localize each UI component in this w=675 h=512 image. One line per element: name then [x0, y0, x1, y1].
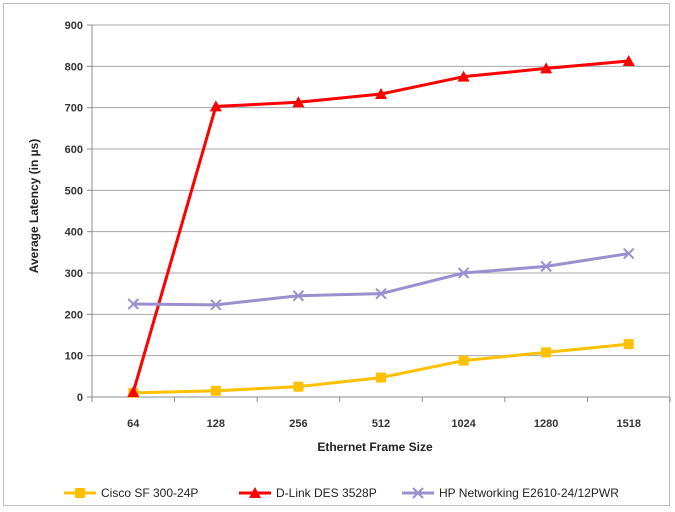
legend-item: HP Networking E2610-24/12PWR [402, 486, 619, 500]
x-tick-label: 128 [207, 418, 225, 430]
x-tick-label: 256 [289, 418, 307, 430]
data-point [292, 96, 305, 108]
data-point [75, 488, 85, 498]
x-axis-title: Ethernet Frame Size [317, 440, 433, 454]
x-tick-label: 64 [127, 418, 140, 430]
legend-item: D-Link DES 3528P [239, 486, 377, 500]
y-tick-label: 100 [65, 351, 83, 363]
legend-label: HP Networking E2610-24/12PWR [439, 486, 619, 500]
data-point [127, 298, 139, 310]
y-tick-label: 300 [65, 268, 83, 280]
line-chart: 0 100 200 300 400 500 600 700 800 900 64 128 256 512… [27, 20, 671, 500]
y-tick-label: 700 [65, 103, 83, 115]
series-line [133, 342, 629, 395]
data-point [209, 100, 222, 112]
x-tick-label: 1280 [534, 418, 558, 430]
x-tick-label: 512 [372, 418, 390, 430]
series [127, 54, 635, 398]
y-tick-label: 200 [65, 309, 83, 321]
gridlines [92, 24, 670, 357]
data-point [375, 287, 387, 300]
legend-item: Cisco SF 300-24P [64, 486, 198, 500]
data-point [412, 487, 424, 499]
y-tick-label: 600 [65, 144, 83, 156]
legend: Cisco SF 300-24P D-Link DES 3528P HP Netwo… [64, 486, 619, 500]
data-point [623, 247, 635, 260]
data-point [457, 70, 470, 82]
y-axis-title: Average Latency (in µs) [27, 139, 41, 274]
chart-frame: 0 100 200 300 400 500 600 700 800 900 64 128 256 512… [3, 3, 671, 506]
data-point [458, 355, 469, 366]
y-tick-labels: 0 100 200 300 400 500 600 700 800 900 [65, 20, 83, 404]
y-tick-label: 900 [65, 20, 83, 32]
data-point [376, 372, 386, 383]
data-point [210, 299, 222, 311]
data-point [293, 381, 304, 392]
data-point [249, 487, 261, 498]
y-tick-label: 0 [77, 392, 83, 404]
legend-label: Cisco SF 300-24P [101, 486, 198, 500]
y-tick-label: 800 [65, 61, 83, 73]
series-line [131, 59, 629, 393]
series-3 [127, 247, 635, 311]
series-line [133, 252, 629, 307]
data-point [540, 62, 553, 74]
series-2 [127, 54, 635, 398]
data-point [623, 339, 634, 350]
axes [87, 24, 671, 402]
data-point [541, 347, 552, 358]
data-point [375, 88, 387, 100]
x-tick-label: 1518 [616, 418, 640, 430]
data-point [127, 386, 140, 398]
legend-label: D-Link DES 3528P [276, 486, 377, 500]
data-point [210, 385, 221, 396]
series-1 [128, 339, 634, 398]
data-point [292, 290, 305, 302]
data-point [622, 54, 635, 66]
x-tick-label: 1024 [451, 418, 476, 430]
y-tick-label: 500 [65, 185, 83, 197]
x-tick-labels: 64 128 256 512 1024 1280 1518 [127, 418, 641, 430]
data-point [457, 267, 470, 279]
y-tick-label: 400 [65, 227, 83, 239]
data-point [540, 260, 552, 273]
